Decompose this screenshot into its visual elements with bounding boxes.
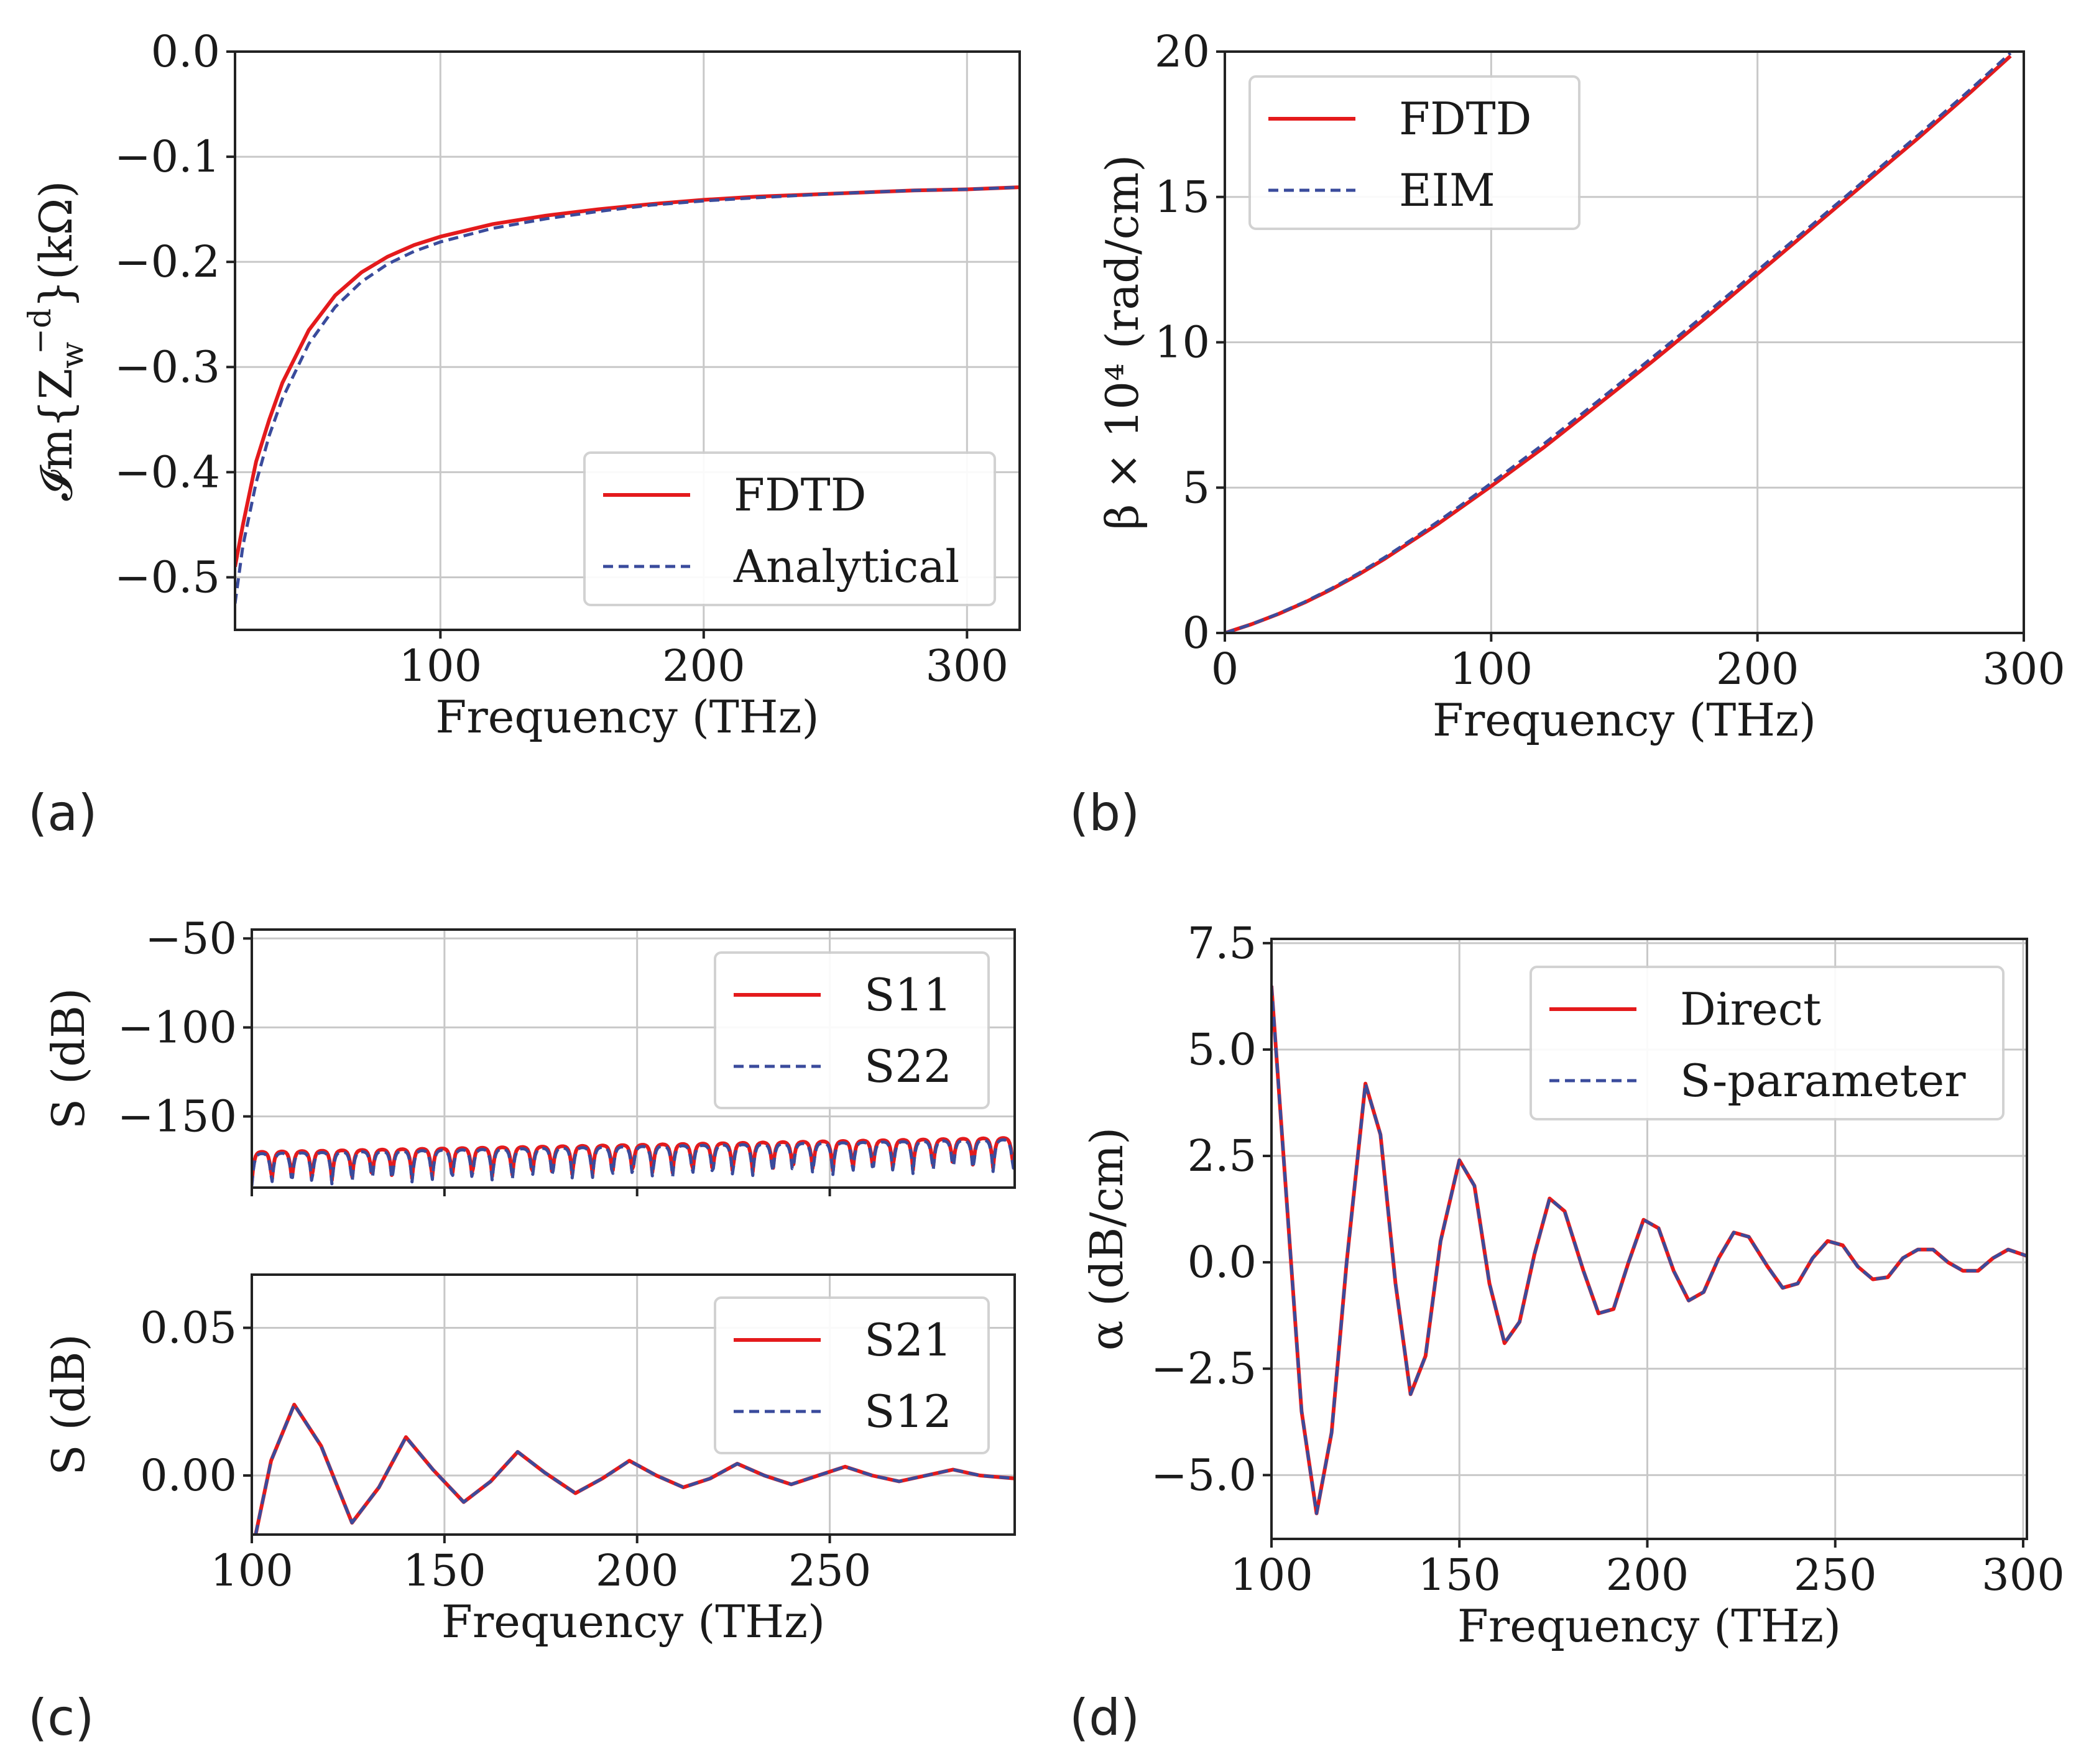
- y-tick-label: −0.1: [114, 131, 220, 182]
- y-label-sup: −d: [22, 308, 58, 354]
- x-tick-label: 150: [1418, 1549, 1501, 1600]
- plot-frame: [251, 1273, 1016, 1536]
- y-tick-label: −150: [118, 1091, 237, 1142]
- panel-a: 100 200 300 0.0 −0.1 −0.2 −0.3 −0.4 −0.5 Frequenc…: [22, 26, 1021, 743]
- y-tick-label: 5.0: [1188, 1024, 1257, 1075]
- legend-label: Analytical: [733, 540, 959, 593]
- plot-frame: [1270, 938, 2028, 1540]
- legend-label: S12: [864, 1385, 952, 1438]
- x-tick-label: 100: [399, 640, 482, 691]
- y-tick-label: 20: [1155, 26, 1210, 77]
- legend-label: S11: [864, 969, 952, 1021]
- x-tick-label: 200: [1606, 1549, 1689, 1600]
- x-tick-label: 250: [1794, 1549, 1877, 1600]
- x-tick-label: 200: [596, 1545, 679, 1596]
- y-tick-label: −0.4: [114, 446, 220, 497]
- y-label-close: }(kΩ): [30, 181, 82, 308]
- y-tick-label: −0.3: [114, 341, 220, 392]
- y-tick-label: −2.5: [1151, 1343, 1257, 1394]
- series-line-s-parameter: [1271, 986, 2027, 1515]
- y-tick-label: −0.5: [114, 552, 220, 603]
- x-axis-label: Frequency (THz): [441, 1595, 825, 1648]
- legend-label: FDTD: [1399, 93, 1531, 145]
- y-tick-label: 0: [1182, 607, 1210, 658]
- x-tick-label: 200: [1716, 644, 1799, 695]
- y-tick-label: 0.00: [140, 1450, 237, 1501]
- x-tick-label: 0: [1211, 644, 1239, 695]
- x-axis-label: Frequency (THz): [1457, 1600, 1841, 1652]
- legend-label: S21: [864, 1314, 952, 1366]
- y-label-sub: w: [54, 342, 90, 369]
- y-axis-label: 𝓘m{Zw−d}(kΩ): [22, 181, 90, 501]
- y-tick-label: −5.0: [1151, 1449, 1257, 1500]
- legend-label: S-parameter: [1680, 1055, 1966, 1107]
- x-tick-label: 100: [210, 1545, 293, 1596]
- panel-d: 100 150 200 250 300 7.5 5.0 2.5 0.0 −2.5 −5.0 Frequ…: [1081, 918, 2065, 1652]
- y-tick-label: 10: [1155, 317, 1210, 368]
- x-axis-label: Frequency (THz): [1433, 694, 1816, 746]
- y-tick-label: 0.0: [1188, 1237, 1257, 1288]
- y-axis-label: S (dB): [42, 988, 95, 1129]
- legend-box: [714, 1296, 990, 1454]
- panel-label-c: (c): [28, 1689, 94, 1747]
- y-tick-label: 2.5: [1188, 1130, 1257, 1181]
- series-line-eim: [1225, 52, 2012, 633]
- panel-label-b: (b): [1069, 784, 1140, 842]
- y-tick-label: 0.0: [151, 26, 220, 77]
- legend-box: [714, 951, 990, 1109]
- legend-label: Direct: [1680, 983, 1821, 1035]
- legend-label: FDTD: [734, 469, 866, 521]
- x-tick-label: 100: [1450, 644, 1533, 695]
- series-line-s22: [252, 1138, 1015, 1186]
- y-tick-label: 5: [1182, 462, 1210, 513]
- x-axis-label: Frequency (THz): [435, 691, 819, 743]
- x-tick-label: 300: [1982, 644, 2065, 695]
- y-axis-label: β × 10⁴ (rad/cm): [1096, 155, 1148, 530]
- x-tick-label: 150: [403, 1545, 486, 1596]
- y-label-im: 𝓘m{Z: [30, 369, 82, 501]
- x-tick-label: 300: [925, 640, 1008, 691]
- panel-label-a: (a): [28, 784, 97, 842]
- legend-label: S22: [864, 1040, 952, 1092]
- y-tick-label: 0.05: [140, 1303, 237, 1354]
- panel-c-top: −50 −100 −150 S (dB) S11 S22: [42, 913, 1016, 1196]
- x-tick-label: 250: [788, 1545, 872, 1596]
- y-axis-label: S (dB): [42, 1334, 95, 1475]
- y-axis-label: α (dB/cm): [1081, 1127, 1133, 1351]
- y-tick-label: −50: [145, 913, 237, 964]
- panel-b: 0 100 200 300 0 5 10 15 20 Frequency (THz) β × 10⁴…: [1096, 26, 2065, 746]
- y-tick-label: −0.2: [114, 236, 220, 287]
- legend-box: [1530, 966, 2005, 1120]
- x-tick-label: 200: [662, 640, 745, 691]
- y-tick-label: 15: [1155, 172, 1210, 223]
- x-tick-label: 300: [1982, 1549, 2065, 1600]
- panel-label-d: (d): [1069, 1689, 1140, 1747]
- y-tick-label: 7.5: [1188, 918, 1257, 969]
- series-line-analytical: [235, 185, 1020, 604]
- plot-frame: [234, 50, 1021, 631]
- panel-c-bottom: 100 150 200 250 0.05 0.00 Frequency (THz) S (dB…: [42, 1273, 1016, 1648]
- series-line-s12: [254, 1403, 1015, 1535]
- plot-frame: [251, 928, 1016, 1189]
- legend-label: EIM: [1399, 164, 1495, 216]
- y-tick-label: −100: [118, 1002, 237, 1053]
- x-tick-label: 100: [1230, 1549, 1313, 1600]
